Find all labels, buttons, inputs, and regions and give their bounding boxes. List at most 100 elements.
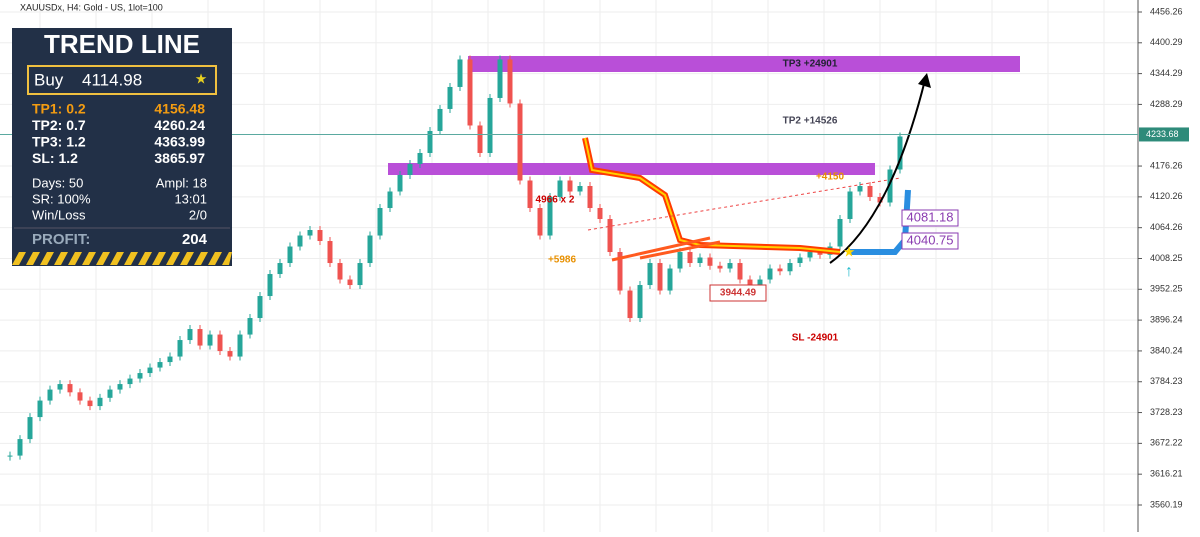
candle-body bbox=[447, 86, 453, 109]
axis-labels: 3560.19 3616.21 3672.22 3728.23 3784.23 3840.… bbox=[0, 6, 1189, 509]
candle-body bbox=[237, 334, 243, 357]
candle-body bbox=[577, 186, 583, 192]
annotation: 4040.75 bbox=[907, 232, 954, 247]
candle-body bbox=[767, 268, 773, 280]
candle-body bbox=[787, 263, 793, 272]
candle-body bbox=[297, 235, 303, 247]
panel-title: TREND LINE bbox=[44, 29, 200, 59]
annotation: 3944.49 bbox=[720, 288, 757, 299]
candle-body bbox=[77, 392, 83, 401]
candle-body bbox=[437, 108, 443, 131]
y-tick-label: 4288.29 bbox=[1150, 99, 1183, 109]
candle-body bbox=[647, 263, 653, 286]
candle-body bbox=[847, 191, 853, 220]
hazard-stripe bbox=[26, 252, 40, 265]
hazard-stripe bbox=[110, 252, 124, 265]
annotation: SL -24901 bbox=[792, 333, 839, 344]
annotation-box bbox=[709, 284, 767, 302]
stat-label: Days: 50 bbox=[32, 175, 83, 190]
tp3-zone bbox=[468, 56, 1020, 72]
candle-body bbox=[817, 252, 823, 255]
buy-label: Buy bbox=[34, 70, 64, 89]
stat-value: 2/0 bbox=[189, 207, 207, 222]
target-label: TP1: 0.2 bbox=[32, 101, 86, 117]
candle-body bbox=[347, 279, 353, 286]
annotation: TP3 +24901 bbox=[783, 59, 838, 70]
star-icon: ★ bbox=[195, 71, 208, 87]
candle-body bbox=[147, 367, 153, 374]
y-tick-label: 3560.19 bbox=[1150, 499, 1183, 509]
candle-body bbox=[697, 257, 703, 264]
trend-stroke bbox=[611, 236, 721, 262]
hazard-stripe bbox=[180, 252, 194, 265]
annotation: TP2 +14526 bbox=[783, 116, 838, 127]
buy-box bbox=[27, 65, 217, 95]
candle-body bbox=[357, 263, 363, 286]
candle-body bbox=[217, 334, 223, 352]
candle-body bbox=[57, 384, 63, 390]
candle-body bbox=[257, 296, 263, 319]
candle-body bbox=[477, 125, 483, 153]
entry-star: ★ bbox=[843, 244, 856, 260]
hazard-stripe bbox=[222, 252, 232, 265]
projection-line bbox=[587, 177, 901, 231]
candle-body bbox=[277, 263, 283, 275]
candle-body bbox=[367, 235, 373, 264]
candle-body bbox=[467, 59, 473, 126]
target-label: TP3: 1.2 bbox=[32, 134, 86, 150]
candle-body bbox=[287, 246, 293, 264]
hazard-stripe bbox=[82, 252, 96, 265]
y-tick-label: 3896.24 bbox=[1150, 314, 1183, 324]
candle-body bbox=[527, 180, 533, 209]
y-tick-label: 3952.25 bbox=[1150, 284, 1183, 294]
candle-body bbox=[727, 263, 733, 269]
chart-title: XAUUSDx, H4: Gold - US, 1lot=100 bbox=[20, 2, 163, 12]
candle-body bbox=[567, 180, 573, 192]
y-tick-label: 4064.26 bbox=[1150, 222, 1183, 232]
candle-body bbox=[67, 384, 73, 393]
arrow-head bbox=[918, 73, 931, 88]
annotation-box bbox=[901, 209, 959, 227]
candle-body bbox=[207, 334, 213, 346]
candle-body bbox=[737, 263, 743, 280]
last-price-box bbox=[1139, 127, 1189, 142]
candle-body bbox=[137, 373, 143, 379]
hazard-stripe bbox=[208, 252, 222, 265]
candle-body bbox=[167, 356, 173, 363]
candle-body bbox=[317, 230, 323, 242]
y-tick-label: 4120.26 bbox=[1150, 191, 1183, 201]
annotation: 4966 x 2 bbox=[536, 195, 575, 206]
candle-body bbox=[707, 257, 713, 266]
candle-body bbox=[227, 351, 233, 357]
y-tick-label: 4344.29 bbox=[1150, 68, 1183, 78]
candle-body bbox=[177, 340, 183, 357]
entry-zone bbox=[388, 163, 875, 175]
target-value: 3865.97 bbox=[154, 150, 205, 166]
y-tick-label: 4400.29 bbox=[1150, 37, 1183, 47]
candle-body bbox=[607, 219, 613, 253]
candle-body bbox=[507, 59, 513, 104]
annotation: 4081.18 bbox=[907, 209, 954, 224]
trend-line-inner bbox=[584, 137, 841, 253]
candle-body bbox=[777, 268, 783, 272]
stat-value: Ampl: 18 bbox=[156, 175, 207, 190]
target-value: 4363.99 bbox=[154, 134, 205, 150]
hazard-stripe bbox=[68, 252, 82, 265]
candle-body bbox=[547, 197, 553, 236]
candle-body bbox=[7, 455, 13, 457]
candle-body bbox=[617, 252, 623, 291]
candle-body bbox=[197, 329, 203, 346]
candle-body bbox=[387, 191, 393, 209]
hazard-stripe bbox=[138, 252, 152, 265]
candle-body bbox=[47, 389, 53, 401]
candle-body bbox=[87, 400, 93, 407]
candle-body bbox=[887, 169, 893, 203]
panel-bg bbox=[12, 28, 232, 266]
y-tick-label: 4456.26 bbox=[1150, 6, 1183, 16]
candle-body bbox=[517, 103, 523, 181]
candle-body bbox=[267, 274, 273, 297]
candle-body bbox=[597, 208, 603, 220]
hazard-stripe bbox=[124, 252, 138, 265]
candle-body bbox=[807, 252, 813, 258]
